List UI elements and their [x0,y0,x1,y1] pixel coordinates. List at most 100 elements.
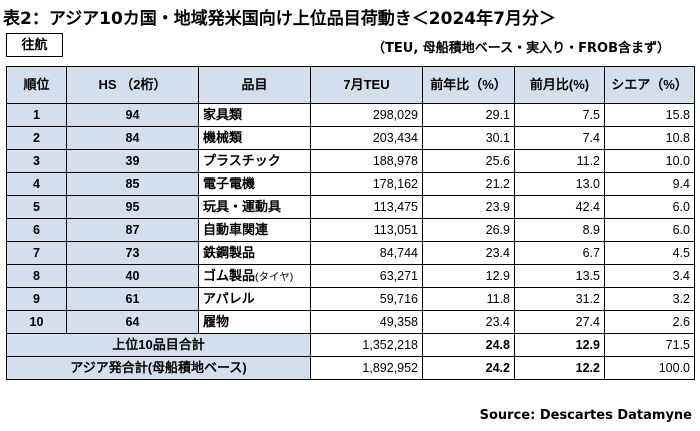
rank-cell: 9 [6,287,67,311]
total-yoy-cell: 24.8 [422,333,515,357]
hs-cell: 61 [66,287,199,311]
mom-cell: 13.5 [514,264,605,288]
teu-cell: 178,162 [310,172,423,196]
share-cell: 3.4 [604,264,695,288]
total-share-cell: 100.0 [604,356,695,380]
share-cell: 15.8 [604,103,695,127]
item-cell: 自動車関連 [198,218,311,242]
header-hs: HS （2桁） [66,66,199,104]
hs-cell: 94 [66,103,199,127]
table-row: 1 94 家具類 298,029 29.1 7.5 15.8 [6,103,695,127]
teu-cell: 188,978 [310,149,423,173]
direction-label: 往航 [6,33,63,57]
header-yoy: 前年比（%） [422,66,515,104]
share-cell: 10.0 [604,149,695,173]
table-row: 3 39 プラスチック 188,978 25.6 11.2 10.0 [6,149,695,173]
teu-cell: 113,475 [310,195,423,219]
mom-cell: 6.7 [514,241,605,265]
source-credit: Source: Descartes Datamyne [479,408,692,423]
teu-cell: 203,434 [310,126,423,150]
mom-cell: 27.4 [514,310,605,334]
share-cell: 4.5 [604,241,695,265]
item-suffix: (タイヤ) [255,270,294,283]
total-label: アジア発合計(母船積地ベース) [6,356,311,380]
hs-cell: 39 [66,149,199,173]
hs-cell: 95 [66,195,199,219]
table-row: 2 84 機械類 203,434 30.1 7.4 10.8 [6,126,695,150]
hs-cell: 73 [66,241,199,265]
total-mom-cell: 12.2 [514,356,605,380]
share-cell: 9.4 [604,172,695,196]
unit-note: （TEU, 母船積地ベース・実入り・FROB含まず） [372,41,670,56]
mom-cell: 8.9 [514,218,605,242]
mom-cell: 42.4 [514,195,605,219]
share-cell: 6.0 [604,195,695,219]
item-cell: 電子電機 [198,172,311,196]
teu-cell: 298,029 [310,103,423,127]
table-row: 8 40 ゴム製品(タイヤ) 63,271 12.9 13.5 3.4 [6,264,695,288]
item-cell: ゴム製品(タイヤ) [198,264,311,288]
hs-cell: 40 [66,264,199,288]
header-rank: 順位 [6,66,67,104]
share-cell: 3.2 [604,287,695,311]
item-cell: 機械類 [198,126,311,150]
share-cell: 2.6 [604,310,695,334]
rank-cell: 4 [6,172,67,196]
item-cell: プラスチック [198,149,311,173]
total-label: 上位10品目合計 [6,333,311,357]
total-teu-cell: 1,352,218 [310,333,423,357]
yoy-cell: 21.2 [422,172,515,196]
yoy-cell: 30.1 [422,126,515,150]
mom-cell: 7.4 [514,126,605,150]
share-cell: 6.0 [604,218,695,242]
yoy-cell: 26.9 [422,218,515,242]
rank-cell: 2 [6,126,67,150]
table-row: 5 95 玩具・運動具 113,475 23.9 42.4 6.0 [6,195,695,219]
total-row-top10: 上位10品目合計 1,352,218 24.8 12.9 71.5 [6,333,695,357]
header-mom: 前月比(%) [514,66,605,104]
header-share: シエア（%） [604,66,695,104]
item-cell: 履物 [198,310,311,334]
mom-cell: 7.5 [514,103,605,127]
teu-cell: 84,744 [310,241,423,265]
hs-cell: 87 [66,218,199,242]
table-row: 6 87 自動車関連 113,051 26.9 8.9 6.0 [6,218,695,242]
rank-cell: 3 [6,149,67,173]
table-row: 10 64 履物 49,358 23.4 27.4 2.6 [6,310,695,334]
rank-cell: 10 [6,310,67,334]
mom-cell: 13.0 [514,172,605,196]
table-row: 9 61 アパレル 59,716 11.8 31.2 3.2 [6,287,695,311]
total-teu-cell: 1,892,952 [310,356,423,380]
header-item: 品目 [198,66,311,104]
teu-cell: 59,716 [310,287,423,311]
yoy-cell: 11.8 [422,287,515,311]
yoy-cell: 25.6 [422,149,515,173]
item-cell: 家具類 [198,103,311,127]
cargo-table: 順位 HS （2桁） 品目 7月TEU 前年比（%） 前月比(%) シエア（%）… [6,66,695,380]
yoy-cell: 23.4 [422,310,515,334]
total-share-cell: 71.5 [604,333,695,357]
item-cell: 玩具・運動具 [198,195,311,219]
rank-cell: 7 [6,241,67,265]
rank-cell: 8 [6,264,67,288]
table-row: 4 85 電子電機 178,162 21.2 13.0 9.4 [6,172,695,196]
total-yoy-cell: 24.2 [422,356,515,380]
teu-cell: 63,271 [310,264,423,288]
yoy-cell: 23.4 [422,241,515,265]
item-name: ゴム製品 [203,267,256,283]
header-row: 順位 HS （2桁） 品目 7月TEU 前年比（%） 前月比(%) シエア（%） [6,66,695,104]
mom-cell: 31.2 [514,287,605,311]
hs-cell: 64 [66,310,199,334]
yoy-cell: 12.9 [422,264,515,288]
rank-cell: 5 [6,195,67,219]
table-row: 7 73 鉄鋼製品 84,744 23.4 6.7 4.5 [6,241,695,265]
mom-cell: 11.2 [514,149,605,173]
rank-cell: 1 [6,103,67,127]
share-cell: 10.8 [604,126,695,150]
table-title: 表2：アジア10カ国・地域発米国向け上位品目荷動き＜2024年7月分＞ [3,9,556,29]
yoy-cell: 29.1 [422,103,515,127]
total-mom-cell: 12.9 [514,333,605,357]
teu-cell: 49,358 [310,310,423,334]
rank-cell: 6 [6,218,67,242]
teu-cell: 113,051 [310,218,423,242]
